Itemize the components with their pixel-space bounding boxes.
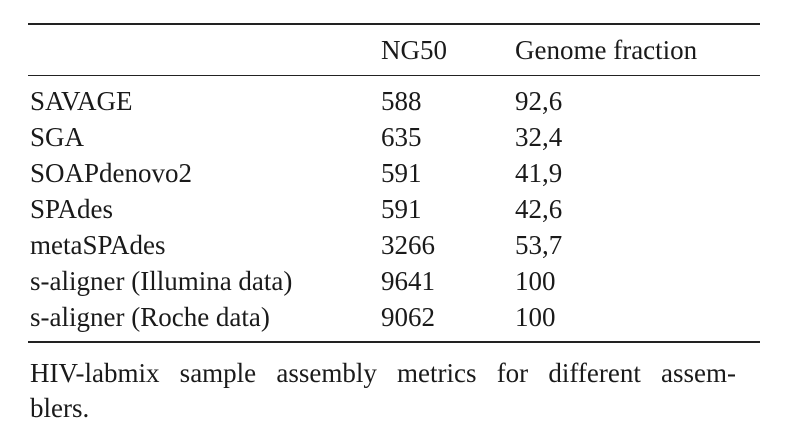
- table-top-rule: [28, 23, 760, 25]
- genome-fraction-value: 42,6: [515, 194, 563, 224]
- ng50-value: 635: [381, 122, 422, 152]
- assembler-name: SGA: [30, 122, 85, 152]
- ng50-value: 591: [381, 194, 422, 224]
- caption-line: blers.: [30, 393, 90, 423]
- caption-line: HIV-labmix sample assembly metrics for d…: [30, 358, 736, 388]
- column-header-ng50: NG50: [381, 35, 447, 65]
- genome-fraction-value: 41,9: [515, 158, 563, 188]
- assembler-name: SPAdes: [30, 194, 114, 224]
- genome-fraction-value: 92,6: [515, 86, 563, 116]
- genome-fraction-value: 32,4: [515, 122, 563, 152]
- ng50-value: 9062: [381, 302, 435, 332]
- assembler-name: metaSPAdes: [30, 230, 166, 260]
- assembler-name: SAVAGE: [30, 86, 133, 116]
- ng50-value: 591: [381, 158, 422, 188]
- assembler-name: SOAPdenovo2: [30, 158, 193, 188]
- genome-fraction-value: 53,7: [515, 230, 563, 260]
- table-caption: HIV-labmix sample assembly metrics for d…: [30, 356, 736, 426]
- ng50-value: 3266: [381, 230, 435, 260]
- assembler-name: s-aligner (Roche data): [30, 302, 270, 332]
- assembler-name: s-aligner (Illumina data): [30, 266, 293, 296]
- table-header-rule: [28, 75, 760, 76]
- genome-fraction-value: 100: [515, 266, 556, 296]
- column-header-genome-fraction: Genome fraction: [515, 35, 698, 65]
- table-bottom-rule: [28, 341, 760, 343]
- ng50-value: 9641: [381, 266, 435, 296]
- genome-fraction-value: 100: [515, 302, 556, 332]
- ng50-value: 588: [381, 86, 422, 116]
